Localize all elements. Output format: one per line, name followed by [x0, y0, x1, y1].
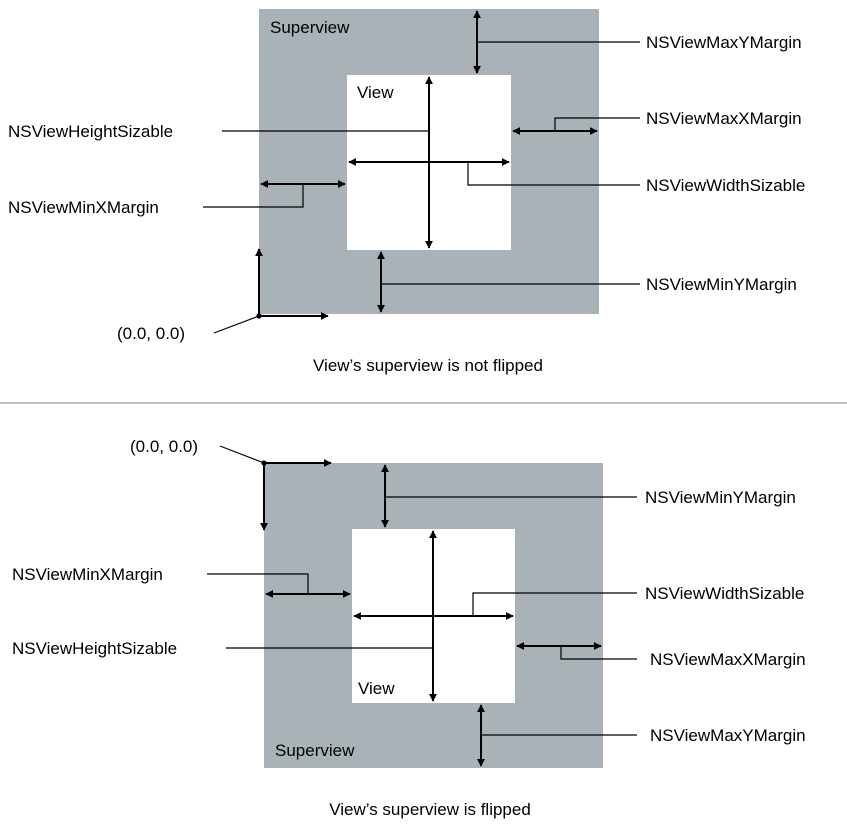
top-min-y-margin-label: NSViewMinYMargin: [646, 275, 797, 294]
top-min-x-margin-leader: [203, 184, 304, 208]
bottom-origin-leader: [219, 445, 265, 464]
bottom-origin-label: (0.0, 0.0): [130, 437, 198, 456]
top-max-x-margin-leader: [554, 117, 640, 131]
top-min-x-margin-label: NSViewMinXMargin: [8, 198, 159, 217]
top-width-sizable-leader: [467, 162, 640, 186]
top-view-label: View: [357, 83, 394, 102]
bottom-superview-label: Superview: [275, 741, 355, 760]
top-origin-label: (0.0, 0.0): [117, 324, 185, 343]
bottom-width-sizable-label: NSViewWidthSizable: [645, 584, 804, 603]
top-diagram: Superview View NSViewMaxYMargin NSViewMa…: [8, 9, 805, 375]
top-max-y-margin-label: NSViewMaxYMargin: [646, 33, 802, 52]
bottom-view-label: View: [358, 679, 395, 698]
bottom-width-sizable-leader: [472, 592, 637, 616]
bottom-max-x-margin-leader: [560, 646, 637, 660]
bottom-height-sizable-label: NSViewHeightSizable: [12, 639, 177, 658]
top-caption: View’s superview is not flipped: [313, 356, 543, 375]
bottom-diagram: View Superview (0.0, 0.0) NSViewMinYMarg…: [12, 437, 806, 819]
top-height-sizable-label: NSViewHeightSizable: [8, 122, 173, 141]
top-width-sizable-label: NSViewWidthSizable: [646, 176, 805, 195]
bottom-max-y-margin-label: NSViewMaxYMargin: [650, 726, 806, 745]
bottom-min-x-margin-leader: [207, 573, 309, 594]
top-max-x-margin-label: NSViewMaxXMargin: [646, 109, 802, 128]
bottom-min-x-margin-label: NSViewMinXMargin: [12, 565, 163, 584]
bottom-max-x-margin-label: NSViewMaxXMargin: [650, 650, 806, 669]
top-origin-leader: [213, 315, 260, 334]
top-superview-label: Superview: [270, 18, 350, 37]
bottom-caption: View’s superview is flipped: [329, 800, 531, 819]
bottom-min-y-margin-label: NSViewMinYMargin: [645, 488, 796, 507]
